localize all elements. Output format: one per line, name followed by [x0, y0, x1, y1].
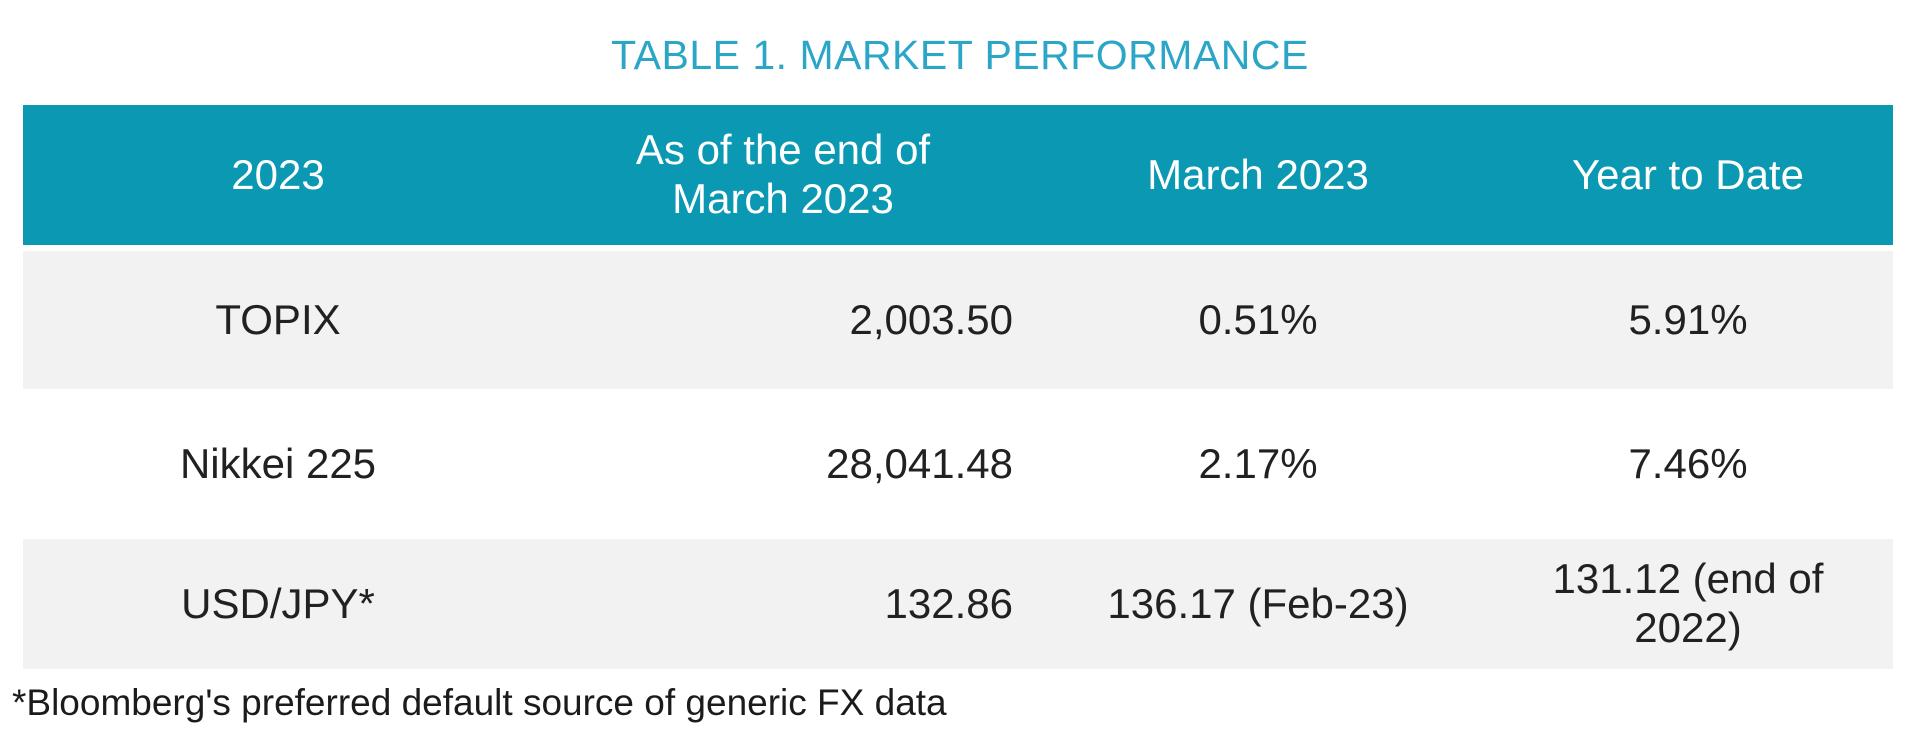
header-cell-year: 2023	[23, 105, 533, 245]
march-2023-value-cell: 136.17 (Feb-23)	[1033, 539, 1483, 669]
table-row-topix: TOPIX 2,003.50 0.51% 5.91%	[23, 251, 1893, 389]
end-of-march-value-cell: 2,003.50	[533, 251, 1033, 389]
header-cell-year-to-date: Year to Date	[1483, 105, 1893, 245]
footnote: *Bloomberg's preferred default source of…	[12, 682, 947, 723]
end-of-march-value-cell: 132.86	[533, 539, 1033, 669]
ytd-value-cell: 131.12 (end of 2022)	[1483, 539, 1893, 669]
march-2023-value-cell: 0.51%	[1033, 251, 1483, 389]
march-2023-value-cell: 2.17%	[1033, 395, 1483, 533]
index-name-cell: TOPIX	[23, 251, 533, 389]
index-name-cell: Nikkei 225	[23, 395, 533, 533]
table-row-usd-jpy: USD/JPY* 132.86 136.17 (Feb-23) 131.12 (…	[23, 539, 1893, 669]
document-page: TABLE 1. MARKET PERFORMANCE 2023 As of t…	[0, 30, 1920, 732]
end-of-march-value-cell: 28,041.48	[533, 395, 1033, 533]
header-cell-end-of-march: As of the end of March 2023	[533, 105, 1033, 245]
index-name-cell: USD/JPY*	[23, 539, 533, 669]
table-row-nikkei-225: Nikkei 225 28,041.48 2.17% 7.46%	[23, 395, 1893, 533]
ytd-value-cell: 5.91%	[1483, 251, 1893, 389]
header-cell-march-2023: March 2023	[1033, 105, 1483, 245]
header-row: 2023 As of the end of March 2023 March 2…	[23, 105, 1893, 245]
ytd-value-cell: 7.46%	[1483, 395, 1893, 533]
table-title: TABLE 1. MARKET PERFORMANCE	[611, 32, 1309, 78]
market-performance-table: 2023 As of the end of March 2023 March 2…	[23, 99, 1893, 675]
